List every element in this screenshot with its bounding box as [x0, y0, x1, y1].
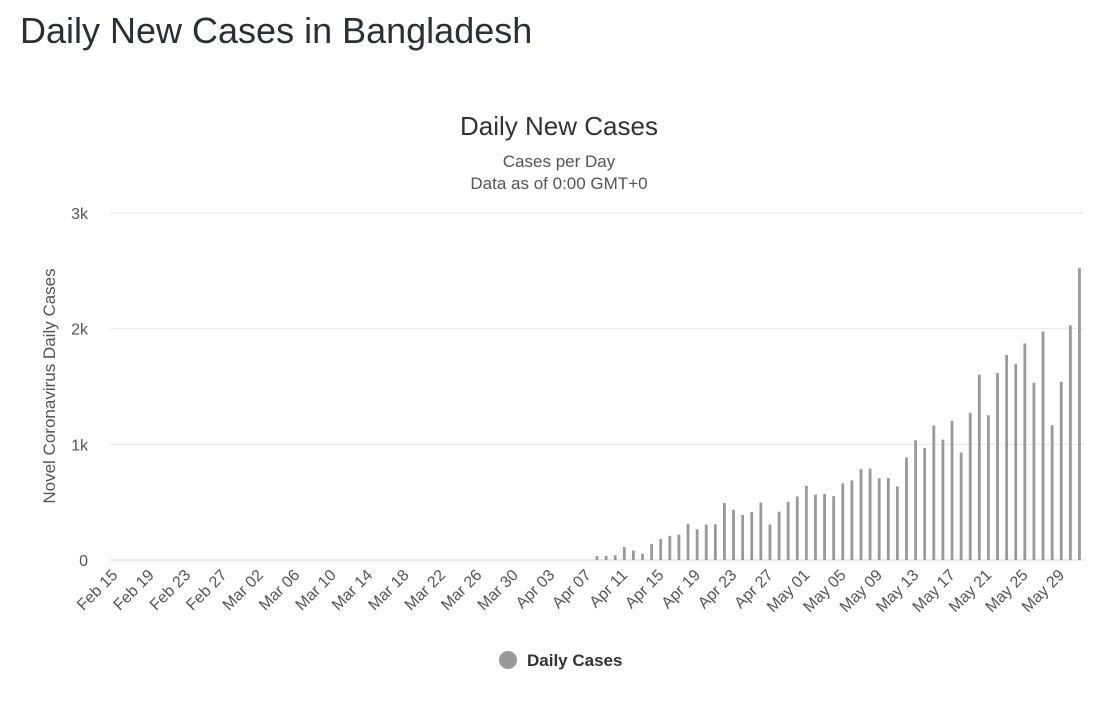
bar [977, 374, 981, 560]
bar [632, 550, 635, 560]
bar [1023, 343, 1027, 560]
bar [850, 480, 854, 560]
legend-label[interactable]: Daily Cases [527, 651, 622, 670]
bar [677, 534, 681, 560]
bar [741, 514, 745, 560]
bar [959, 452, 963, 560]
bar [804, 485, 808, 560]
bar [613, 555, 617, 560]
bar [641, 553, 644, 560]
bar [713, 524, 717, 560]
y-tick-label: 0 [79, 553, 88, 570]
bar [886, 477, 890, 560]
bar [686, 523, 690, 560]
chart-title: Daily New Cases [460, 111, 658, 141]
bars [595, 268, 1081, 560]
bar [859, 469, 863, 560]
y-tick-label: 3k [71, 206, 89, 223]
y-tick-label: 2k [71, 322, 89, 339]
bar [868, 468, 872, 560]
bar [1068, 325, 1072, 560]
bar [650, 543, 654, 560]
chart-subtitle-2: Data as of 0:00 GMT+0 [470, 174, 647, 193]
bar [604, 555, 608, 560]
x-tick-label: Mar 30 [475, 567, 522, 614]
bar [1032, 382, 1036, 560]
bar [795, 496, 799, 560]
bar [968, 412, 972, 560]
bar [732, 509, 735, 560]
x-tick-label: Apr 03 [513, 567, 558, 612]
bar [1014, 364, 1018, 560]
bar [1078, 268, 1081, 560]
bar [723, 503, 726, 560]
bar [1059, 381, 1063, 560]
x-tick-label: Apr 19 [659, 567, 704, 612]
y-axis-title: Novel Coronavirus Daily Cases [40, 268, 59, 503]
bar [659, 538, 663, 560]
bar [914, 440, 917, 560]
bar [841, 483, 845, 560]
bar [786, 501, 790, 560]
bar [877, 478, 881, 560]
bar [923, 447, 927, 560]
x-tick-label: Apr 11 [587, 567, 632, 612]
bar [1005, 354, 1009, 560]
bar [987, 415, 990, 560]
bar [996, 372, 999, 560]
x-tick-label: Apr 23 [695, 567, 740, 612]
bar [750, 512, 754, 560]
bar [832, 496, 836, 560]
y-tick-label: 1k [71, 437, 89, 454]
bar [905, 457, 908, 560]
grid-lines [110, 212, 1084, 561]
bar [1050, 425, 1054, 560]
page-title: Daily New Cases in Bangladesh [20, 10, 533, 51]
bar [1041, 331, 1045, 560]
bar [759, 502, 763, 560]
bar [950, 420, 954, 560]
bar [777, 511, 781, 560]
bar [932, 425, 936, 560]
bar [704, 524, 708, 560]
legend-marker [499, 651, 517, 669]
bar [695, 529, 699, 560]
bar [823, 493, 826, 560]
bar [941, 439, 945, 560]
bar [595, 555, 599, 560]
bar [814, 494, 817, 560]
x-tick-label: Apr 15 [622, 567, 667, 612]
y-axis-ticks: 0 1k 2k 3k [71, 206, 89, 570]
bar [622, 547, 626, 560]
x-tick-label: Apr 07 [549, 567, 594, 612]
bar [668, 535, 672, 560]
bar [895, 486, 899, 560]
legend[interactable]: Daily Cases [499, 651, 622, 670]
chart-subtitle: Cases per Day [503, 152, 616, 171]
bar [768, 524, 772, 560]
